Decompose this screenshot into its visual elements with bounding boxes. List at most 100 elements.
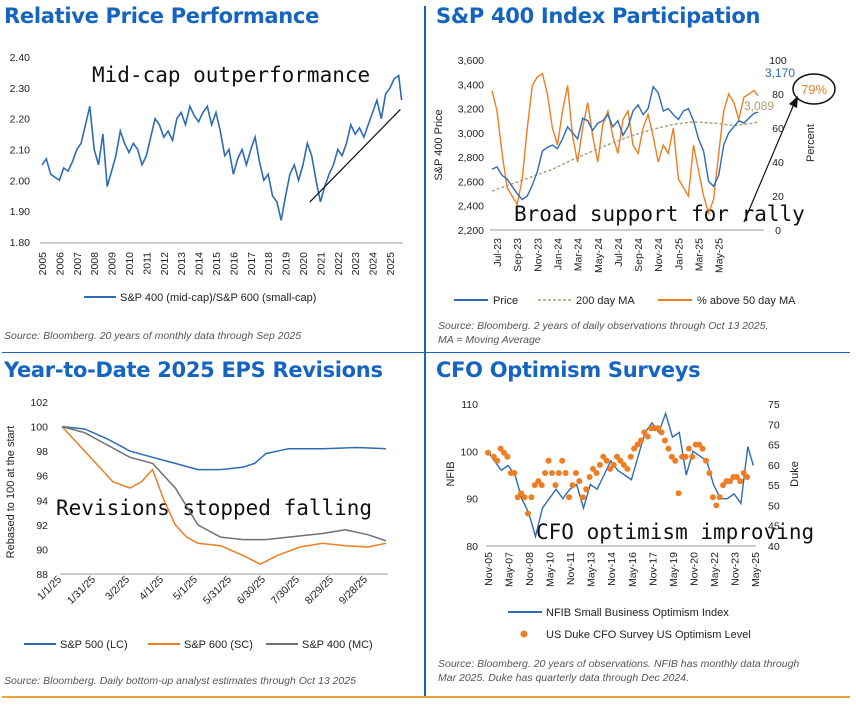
duke-point (583, 486, 590, 493)
duke-point (620, 461, 627, 468)
duke-point (525, 510, 531, 517)
duke-point (511, 470, 518, 476)
y2-axis-title: Duke (789, 461, 801, 487)
duke-point (555, 470, 562, 476)
y-tick-label: 2.30 (10, 83, 31, 95)
source-note: Source: Bloomberg. 20 years of observati… (438, 657, 799, 685)
x-tick-label: 4/1/25 (137, 574, 166, 603)
y-tick-label: 94 (36, 495, 48, 507)
x-tick-label: 2010 (124, 252, 136, 276)
legend-label-price: Price (493, 295, 518, 307)
x-tick-label: Jan-25 (673, 238, 685, 270)
panel-participation: S&P 400 Index Participation 2,200 2,400 2,… (426, 0, 852, 352)
y-axis-title: NFIB (445, 461, 457, 486)
y-axis-title: Rebased to 100 at the start (5, 426, 17, 559)
x-tick-label: 2006 (54, 252, 66, 276)
y-tick-label: 110 (461, 399, 478, 411)
y-tick-label: 2,800 (458, 152, 484, 164)
source-note: Source: Bloomberg. 20 years of monthly d… (4, 330, 302, 342)
legend-label-lc: S&P 500 (LC) (60, 639, 128, 651)
x-tick-label: 2013 (176, 252, 188, 276)
x-tick-label: 2025 (385, 252, 397, 276)
x-tick-label: 2005 (37, 252, 49, 276)
duke-point (576, 478, 583, 485)
annotation: Revisions stopped falling (56, 496, 372, 520)
y-tick-label: 2.20 (10, 114, 31, 126)
y2-tick-label: 40 (772, 157, 784, 169)
x-tick-label: Nov-23 (532, 238, 544, 272)
x-tick-label: 6/30/25 (235, 574, 268, 607)
source-note: Source: Bloomberg. 2 years of daily obse… (438, 319, 768, 347)
duke-point (572, 470, 579, 476)
duke-point (549, 470, 555, 476)
x-tick-label: Mar-24 (573, 238, 585, 271)
series-line-sp400 (61, 425, 387, 542)
y-tick-label: 2.40 (10, 52, 31, 64)
y-tick-label: 3,600 (458, 55, 484, 67)
duke-point (497, 445, 504, 452)
duke-point (644, 433, 651, 440)
chart-cfo-optimism: 80 90 100 110 40 45 50 55 60 65 70 75 Nov-05 May-07 No… (445, 399, 814, 641)
source-line-2: MA = Moving Average (438, 334, 541, 346)
y2-tick-label: 80 (772, 89, 784, 101)
series-line-sp600 (61, 426, 387, 566)
legend-label-ma: 200 day MA (576, 295, 635, 307)
x-tick-label: 2016 (228, 252, 240, 276)
y2-tick-label: 60 (772, 123, 784, 135)
x-tick-label: May-24 (593, 238, 605, 273)
legend-label-duke: US Duke CFO Survey US Optimism Level (546, 629, 751, 641)
duke-point (638, 437, 644, 444)
duke-point (504, 453, 511, 460)
x-tick-label: May-13 (586, 552, 598, 587)
panel-title: Year-to-Date 2025 EPS Revisions (4, 358, 383, 382)
source-line-1: Source: Bloomberg. 20 years of observati… (438, 658, 800, 670)
panel-title: CFO Optimism Surveys (436, 358, 701, 382)
series-line-pct-above-50d (491, 72, 759, 216)
duke-point (559, 457, 566, 464)
series-line-200d-ma (491, 121, 759, 192)
chart-participation: 2,200 2,400 2,600 2,800 3,000 3,200 3,400 3,600… (433, 55, 836, 307)
duke-point (696, 441, 703, 448)
duke-point (727, 478, 733, 485)
duke-point (538, 482, 545, 489)
annotation: CFO optimism improving (536, 520, 814, 544)
duke-point (661, 437, 668, 444)
duke-point (665, 445, 672, 452)
duke-point (542, 470, 549, 476)
x-tick-label: May-22 (709, 552, 721, 587)
duke-point (668, 453, 675, 460)
y-tick-label: 100 (460, 446, 478, 458)
x-tick-label: 9/28/25 (337, 574, 370, 607)
y-tick-label: 3,400 (458, 79, 484, 91)
x-tick-label: 2017 (246, 252, 258, 276)
y-tick-label: 1.90 (10, 206, 31, 218)
duke-point (579, 494, 586, 501)
price-label: 3,170 (765, 66, 795, 80)
duke-point (641, 429, 648, 436)
y2-tick-label: 70 (768, 419, 780, 431)
duke-point (535, 478, 542, 485)
x-tick-label: May-25 (750, 552, 762, 587)
y2-axis-title: Percent (805, 124, 817, 162)
y2-tick-label: 20 (772, 191, 784, 203)
legend-label-sc: S&P 600 (SC) (184, 639, 253, 651)
x-tick-label: Sep-24 (633, 238, 645, 272)
x-tick-label: Nov-17 (647, 552, 659, 586)
panel-divider-vertical (424, 6, 426, 696)
x-tick-label: 2012 (159, 252, 171, 276)
legend-label-mc: S&P 400 (MC) (302, 639, 373, 651)
x-tick-label: 2008 (89, 252, 101, 276)
duke-point (617, 457, 624, 464)
annotation: Broad support for rally (514, 202, 805, 226)
x-tick-label: 2020 (298, 252, 310, 276)
panel-title: Relative Price Performance (4, 4, 320, 28)
duke-point (709, 494, 716, 501)
series-line-nfib (487, 411, 754, 540)
y-tick-label: 2,400 (458, 201, 484, 213)
duke-point (720, 482, 727, 489)
duke-point (627, 453, 634, 460)
x-tick-label: 1/31/25 (65, 574, 98, 607)
source-note: Source: Bloomberg. Daily bottom-up analy… (4, 675, 356, 687)
source-line-2: Mar 2025. Duke has quarterly data throug… (438, 672, 689, 684)
